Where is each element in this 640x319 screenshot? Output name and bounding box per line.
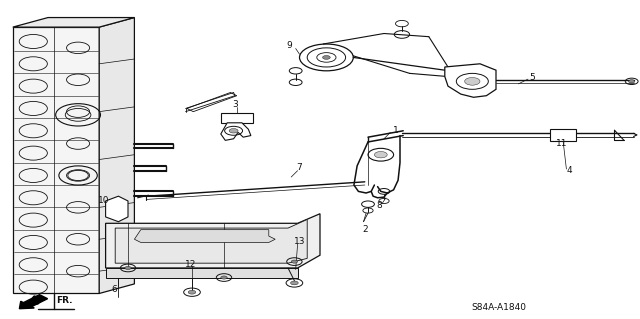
Polygon shape — [106, 268, 298, 278]
Polygon shape — [221, 113, 253, 123]
Circle shape — [125, 266, 131, 270]
Text: 5: 5 — [530, 73, 535, 82]
Circle shape — [465, 78, 480, 85]
Text: 10: 10 — [98, 197, 109, 205]
Polygon shape — [115, 219, 307, 263]
Text: 4: 4 — [567, 166, 572, 175]
Circle shape — [291, 281, 298, 285]
Text: 6: 6 — [111, 285, 116, 294]
Text: 13: 13 — [294, 237, 305, 246]
Text: 3: 3 — [233, 100, 238, 109]
Circle shape — [374, 152, 387, 158]
Text: 12: 12 — [185, 260, 196, 269]
Text: S84A-A1840: S84A-A1840 — [472, 303, 527, 312]
Text: 7: 7 — [297, 163, 302, 172]
Text: 2: 2 — [362, 225, 367, 234]
Text: 8: 8 — [376, 201, 381, 210]
Text: 11: 11 — [556, 139, 568, 148]
Polygon shape — [134, 230, 275, 242]
Polygon shape — [106, 196, 128, 222]
Circle shape — [188, 290, 196, 294]
Polygon shape — [13, 27, 99, 293]
Text: 9: 9 — [287, 41, 292, 50]
Polygon shape — [187, 93, 237, 112]
Circle shape — [229, 129, 238, 133]
Polygon shape — [13, 18, 134, 27]
Text: 1: 1 — [393, 126, 398, 135]
Circle shape — [323, 56, 330, 59]
Polygon shape — [445, 64, 496, 97]
FancyArrow shape — [19, 295, 47, 309]
Polygon shape — [221, 123, 251, 140]
Polygon shape — [550, 129, 576, 141]
Polygon shape — [99, 18, 134, 293]
Circle shape — [291, 260, 298, 263]
Polygon shape — [106, 214, 320, 268]
Text: FR.: FR. — [56, 296, 72, 305]
Circle shape — [221, 276, 227, 279]
Circle shape — [628, 80, 635, 83]
